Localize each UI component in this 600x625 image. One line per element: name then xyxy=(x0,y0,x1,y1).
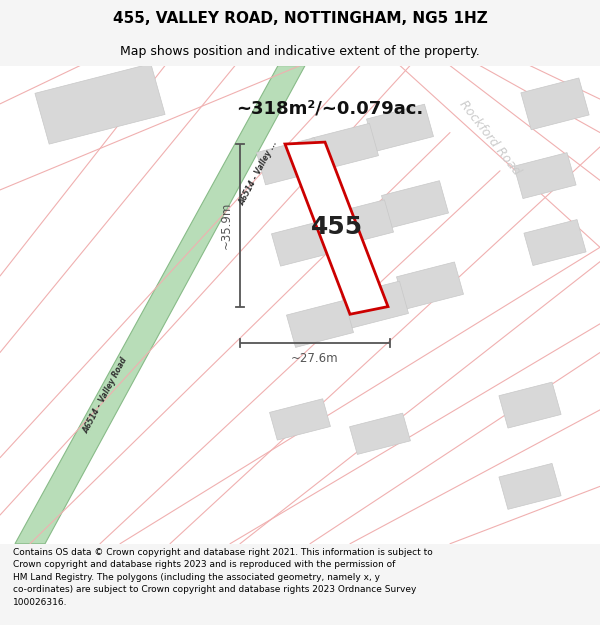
Polygon shape xyxy=(521,78,589,130)
Polygon shape xyxy=(514,152,576,199)
Polygon shape xyxy=(524,219,586,266)
Polygon shape xyxy=(350,413,410,454)
Text: 455, VALLEY ROAD, NOTTINGHAM, NG5 1HZ: 455, VALLEY ROAD, NOTTINGHAM, NG5 1HZ xyxy=(113,11,487,26)
Polygon shape xyxy=(311,123,379,171)
Polygon shape xyxy=(326,200,394,247)
Polygon shape xyxy=(269,399,331,440)
Polygon shape xyxy=(382,181,449,228)
Text: A6514 - Valley Road: A6514 - Valley Road xyxy=(81,356,129,435)
Polygon shape xyxy=(15,66,305,544)
Text: ~27.6m: ~27.6m xyxy=(291,352,339,365)
Polygon shape xyxy=(35,64,165,144)
Text: A6514 - Valley ...: A6514 - Valley ... xyxy=(237,139,279,207)
Polygon shape xyxy=(286,300,353,348)
Text: ~318m²/~0.079ac.: ~318m²/~0.079ac. xyxy=(236,99,424,118)
Text: Rockford Road: Rockford Road xyxy=(457,98,523,178)
Polygon shape xyxy=(341,281,409,328)
Polygon shape xyxy=(397,262,464,309)
Text: Map shows position and indicative extent of the property.: Map shows position and indicative extent… xyxy=(120,45,480,58)
Polygon shape xyxy=(499,382,561,428)
Polygon shape xyxy=(367,104,434,151)
Polygon shape xyxy=(271,219,338,266)
Text: ~35.9m: ~35.9m xyxy=(220,202,233,249)
Text: 455: 455 xyxy=(311,215,363,239)
Text: Contains OS data © Crown copyright and database right 2021. This information is : Contains OS data © Crown copyright and d… xyxy=(13,548,433,607)
Polygon shape xyxy=(285,142,388,314)
Polygon shape xyxy=(499,463,561,509)
Polygon shape xyxy=(256,138,323,185)
